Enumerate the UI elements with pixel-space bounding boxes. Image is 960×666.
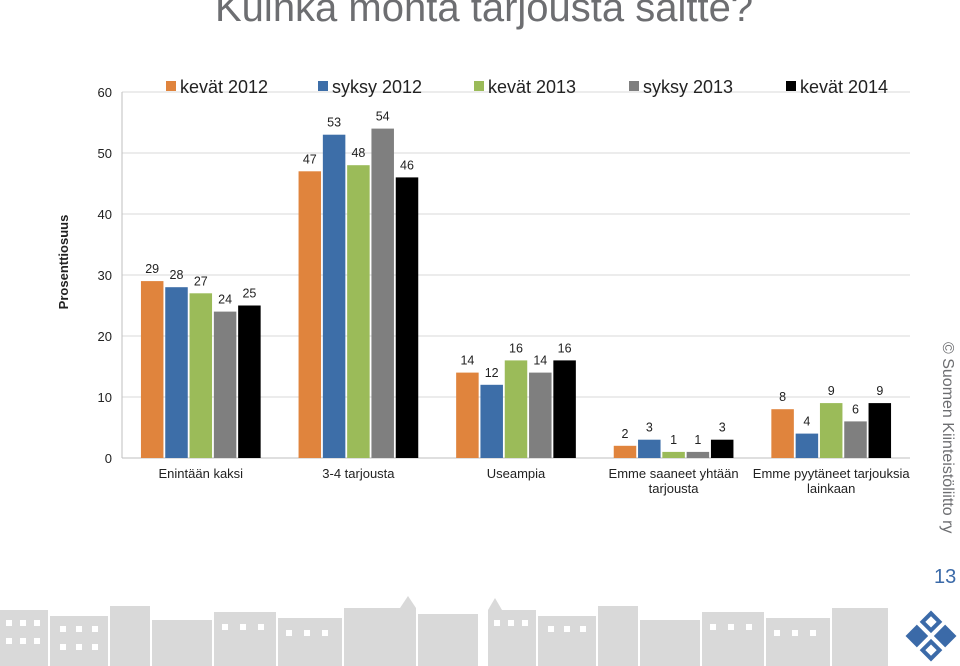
legend-swatch bbox=[474, 81, 484, 91]
category-label: Useampia bbox=[487, 466, 546, 481]
category-label: Emme saaneet yhtään bbox=[609, 466, 739, 481]
data-label: 16 bbox=[558, 341, 572, 355]
bar bbox=[819, 403, 843, 458]
page-number: 13 bbox=[934, 566, 957, 588]
data-label: 1 bbox=[694, 433, 701, 447]
category-label: lainkaan bbox=[807, 481, 855, 496]
data-label: 48 bbox=[351, 146, 365, 160]
data-label: 8 bbox=[779, 390, 786, 404]
bar bbox=[371, 128, 394, 458]
data-label: 25 bbox=[242, 287, 256, 301]
data-label: 53 bbox=[327, 116, 341, 130]
data-label: 47 bbox=[303, 152, 317, 166]
bar bbox=[710, 439, 734, 458]
y-tick-label: 0 bbox=[105, 451, 112, 466]
legend-swatch bbox=[786, 81, 796, 91]
bar bbox=[868, 403, 892, 458]
page-title: Kuinka monta tarjousta saitte? bbox=[215, 0, 754, 30]
city-skyline-illustration bbox=[0, 596, 888, 666]
y-tick-label: 10 bbox=[98, 390, 112, 405]
bar bbox=[844, 421, 867, 458]
y-axis-label: Prosenttiosuus bbox=[56, 215, 71, 310]
bar bbox=[504, 360, 528, 458]
data-label: 9 bbox=[828, 384, 835, 398]
data-label: 46 bbox=[400, 158, 414, 172]
legend-label: syksy 2012 bbox=[332, 77, 422, 97]
bar bbox=[686, 451, 710, 458]
category-label: Enintään kaksi bbox=[159, 466, 244, 481]
bar bbox=[795, 433, 819, 458]
legend-label: kevät 2013 bbox=[488, 77, 576, 97]
bar bbox=[298, 171, 322, 459]
y-tick-label: 30 bbox=[98, 268, 112, 283]
data-label: 28 bbox=[170, 268, 184, 282]
data-label: 6 bbox=[852, 402, 859, 416]
data-label: 27 bbox=[194, 274, 208, 288]
data-label: 12 bbox=[485, 366, 499, 380]
legend-label: kevät 2014 bbox=[800, 77, 888, 97]
data-label: 4 bbox=[803, 415, 810, 429]
data-label: 3 bbox=[646, 421, 653, 435]
bar bbox=[347, 165, 370, 458]
bar bbox=[456, 372, 479, 458]
bar bbox=[613, 445, 637, 458]
bar bbox=[529, 372, 552, 458]
bar bbox=[662, 451, 685, 458]
data-label: 29 bbox=[145, 262, 159, 276]
data-label: 9 bbox=[876, 384, 883, 398]
data-label: 16 bbox=[509, 341, 523, 355]
bar bbox=[395, 177, 419, 458]
data-label: 54 bbox=[376, 110, 390, 124]
category-label: Emme pyytäneet tarjouksia bbox=[753, 466, 911, 481]
bar bbox=[165, 287, 188, 458]
legend-swatch bbox=[166, 81, 176, 91]
copyright-text: © Suomen Kiinteistöliitto ry bbox=[939, 342, 956, 534]
legend-label: kevät 2012 bbox=[180, 77, 268, 97]
bar bbox=[322, 134, 346, 458]
data-label: 2 bbox=[622, 427, 629, 441]
copyright-note: © Suomen Kiinteistöliitto ry bbox=[934, 342, 958, 542]
bar bbox=[638, 439, 661, 458]
legend-swatch bbox=[629, 81, 639, 91]
bar bbox=[771, 409, 794, 458]
data-label: 1 bbox=[670, 433, 677, 447]
data-label: 14 bbox=[533, 354, 547, 368]
bar bbox=[140, 281, 164, 458]
y-tick-label: 60 bbox=[98, 85, 112, 100]
data-label: 14 bbox=[460, 354, 474, 368]
y-tick-label: 40 bbox=[98, 207, 112, 222]
data-label: 24 bbox=[218, 293, 232, 307]
legend-label: syksy 2013 bbox=[643, 77, 733, 97]
y-tick-label: 50 bbox=[98, 146, 112, 161]
bar bbox=[238, 305, 261, 458]
bar bbox=[480, 384, 503, 458]
bar bbox=[213, 311, 237, 458]
y-tick-label: 20 bbox=[98, 329, 112, 344]
legend-swatch bbox=[318, 81, 328, 91]
category-label: 3-4 tarjousta bbox=[322, 466, 395, 481]
data-label: 3 bbox=[719, 421, 726, 435]
bar bbox=[553, 360, 576, 458]
category-label: tarjousta bbox=[649, 481, 700, 496]
bar bbox=[189, 293, 213, 458]
kiinteistoliitto-logo bbox=[905, 610, 957, 662]
